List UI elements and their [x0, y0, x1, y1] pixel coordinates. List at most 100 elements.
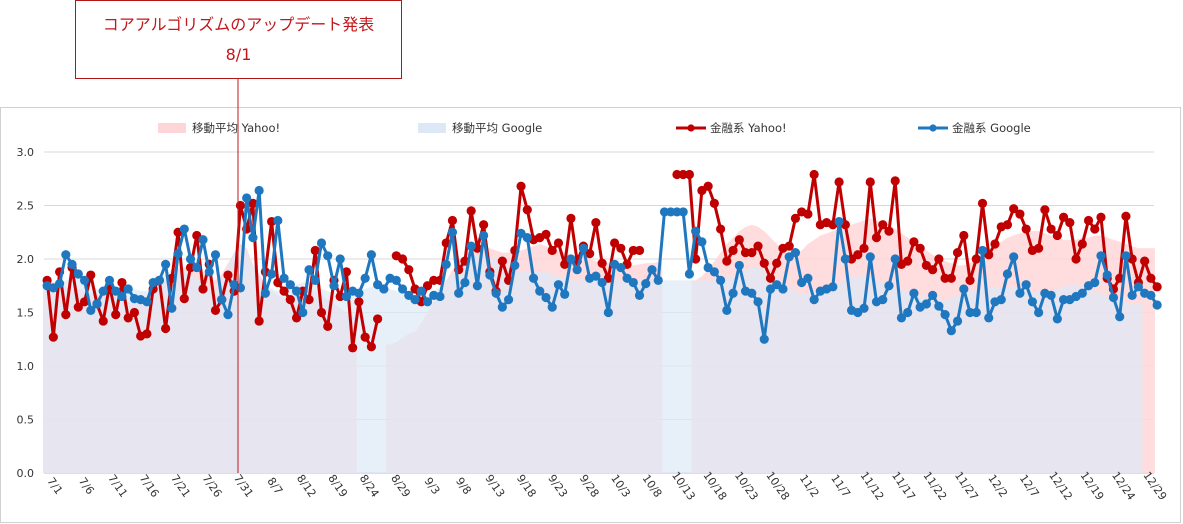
point-yahoo — [772, 258, 782, 268]
point-yahoo — [117, 277, 127, 288]
point-google — [890, 254, 900, 264]
point-google — [329, 281, 339, 291]
x-tick-label: 8/29 — [388, 472, 413, 500]
point-google — [54, 279, 65, 289]
point-google — [597, 277, 607, 288]
point-google — [578, 243, 589, 253]
point-yahoo — [479, 220, 489, 230]
point-google — [316, 238, 327, 248]
point-google — [828, 282, 838, 292]
legend-marker — [929, 124, 937, 132]
point-google — [1021, 280, 1031, 290]
point-google — [98, 286, 108, 296]
point-google — [1027, 297, 1037, 307]
point-yahoo — [254, 316, 264, 326]
point-yahoo — [235, 200, 246, 211]
point-yahoo — [878, 220, 888, 230]
point-google — [778, 284, 788, 294]
point-yahoo — [684, 169, 695, 180]
point-google — [522, 233, 532, 243]
area-google — [43, 246, 1143, 473]
point-yahoo — [1146, 273, 1156, 283]
point-google — [1115, 312, 1125, 322]
point-google — [273, 215, 283, 226]
point-google — [535, 286, 545, 296]
point-google — [341, 291, 352, 302]
y-tick-label: 1.5 — [17, 307, 35, 320]
point-google — [397, 284, 408, 294]
point-yahoo — [765, 273, 776, 283]
moving-average-areas — [43, 218, 1155, 473]
x-tick-label: 9/13 — [482, 472, 507, 500]
point-google — [840, 254, 850, 264]
point-yahoo — [759, 258, 769, 268]
x-tick-label: 12/2 — [985, 472, 1010, 500]
point-yahoo — [784, 241, 794, 251]
point-yahoo — [890, 176, 900, 186]
point-yahoo — [73, 302, 83, 312]
point-yahoo — [853, 250, 863, 260]
point-google — [142, 297, 152, 307]
point-google — [217, 295, 227, 305]
point-google — [279, 273, 289, 283]
point-google — [1002, 269, 1013, 279]
x-tick-label: 7/11 — [105, 472, 130, 500]
y-tick-label: 2.5 — [17, 200, 35, 213]
point-yahoo — [373, 314, 383, 324]
point-google — [117, 291, 127, 302]
point-yahoo — [516, 181, 526, 191]
x-tick-label: 12/19 — [1078, 469, 1107, 502]
point-google — [1102, 270, 1112, 280]
y-tick-label: 2.0 — [17, 253, 35, 266]
point-google — [497, 302, 507, 312]
point-google — [678, 207, 688, 217]
x-tick-label: 7/1 — [44, 475, 65, 497]
x-tick-label: 12/24 — [1109, 469, 1138, 502]
point-yahoo — [609, 238, 620, 248]
point-google — [1090, 277, 1100, 288]
point-yahoo — [161, 323, 171, 334]
point-google — [928, 290, 938, 300]
point-yahoo — [946, 273, 956, 283]
point-yahoo — [279, 286, 289, 296]
point-google — [709, 267, 719, 277]
x-tick-label: 10/23 — [732, 469, 761, 502]
point-yahoo — [971, 254, 981, 264]
point-yahoo — [86, 270, 96, 280]
point-yahoo — [179, 293, 189, 304]
x-tick-label: 9/28 — [577, 472, 602, 500]
point-google — [803, 273, 813, 283]
legend-swatch — [158, 123, 186, 133]
point-yahoo — [48, 332, 58, 342]
point-yahoo — [634, 245, 645, 256]
point-yahoo — [497, 256, 507, 266]
point-google — [454, 288, 464, 298]
point-yahoo — [129, 307, 140, 318]
point-google — [167, 303, 177, 313]
point-google — [111, 286, 121, 296]
point-google — [984, 313, 994, 323]
point-yahoo — [959, 230, 969, 241]
point-yahoo — [404, 265, 414, 275]
legend-label: 移動平均 Google — [452, 121, 542, 135]
point-yahoo — [834, 177, 844, 187]
point-yahoo — [1096, 212, 1106, 222]
point-google — [603, 307, 613, 318]
point-yahoo — [310, 245, 320, 256]
point-yahoo — [1083, 215, 1094, 226]
point-google — [541, 292, 551, 303]
series-lines — [42, 169, 1162, 353]
point-google — [903, 307, 913, 318]
point-google — [909, 288, 919, 298]
point-google — [366, 250, 376, 260]
point-yahoo — [348, 343, 358, 353]
x-tick-label: 8/7 — [264, 475, 285, 497]
point-yahoo — [1002, 220, 1013, 230]
point-yahoo — [360, 332, 370, 342]
x-tick-label: 9/3 — [422, 475, 443, 497]
point-yahoo — [1090, 224, 1100, 234]
point-google — [1034, 307, 1044, 318]
point-yahoo — [728, 245, 738, 256]
point-google — [641, 279, 651, 289]
point-yahoo — [1121, 211, 1131, 221]
